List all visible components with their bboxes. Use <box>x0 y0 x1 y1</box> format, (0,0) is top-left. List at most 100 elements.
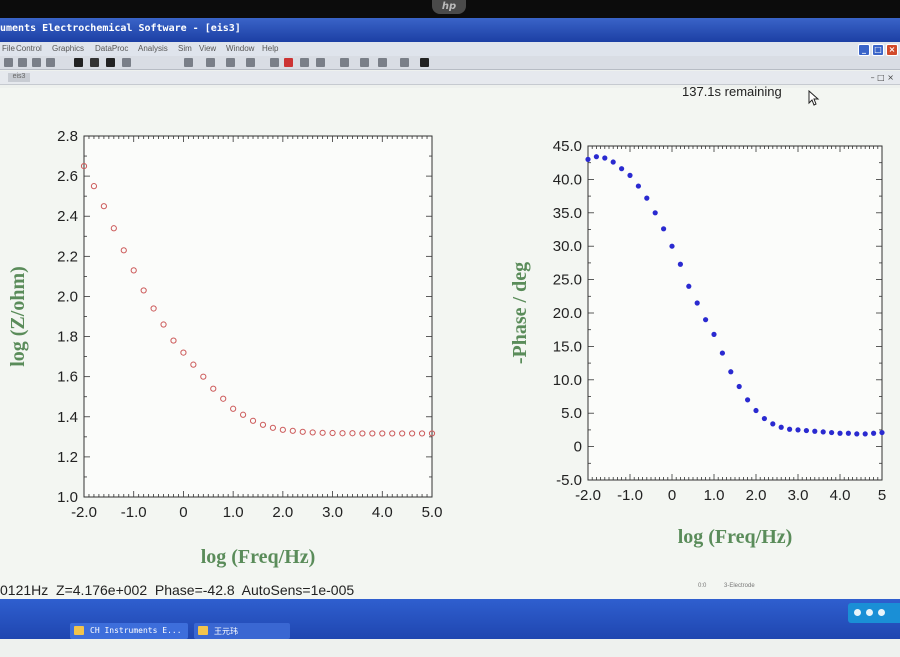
taskbar-item-chi[interactable]: CH Instruments E... <box>70 623 188 639</box>
technique-icon[interactable] <box>32 58 41 67</box>
data-point <box>745 397 751 403</box>
title-bar: uments Electrochemical Software - [eis3] <box>0 18 900 42</box>
folder-icon <box>198 626 208 635</box>
data-point <box>736 383 742 390</box>
data-point <box>728 369 734 375</box>
x-tick-label: -2.0 <box>71 504 97 521</box>
data-point <box>379 430 386 437</box>
maximize-icon[interactable]: □ <box>872 44 884 56</box>
data-point <box>829 429 835 436</box>
y-tick-label: 0 <box>574 439 582 456</box>
data-point <box>269 424 277 431</box>
close-icon[interactable]: × <box>886 44 898 56</box>
menu-help[interactable]: Help <box>262 44 279 53</box>
reverse-icon[interactable] <box>122 58 131 67</box>
integrate-icon[interactable] <box>378 58 387 67</box>
copy-icon[interactable] <box>316 58 325 67</box>
zoom-icon[interactable] <box>206 58 215 67</box>
data-point <box>593 154 600 160</box>
y-axis-label: -Phase / deg <box>509 262 531 364</box>
x-axis-label: log (Freq/Hz) <box>678 526 793 548</box>
y-axis-label: log (Z/ohm) <box>7 266 29 367</box>
security-icon[interactable] <box>878 609 885 616</box>
derivative-icon[interactable] <box>360 58 369 67</box>
font-icon[interactable] <box>300 58 309 67</box>
data-point <box>602 155 608 161</box>
x-tick-label: 2.0 <box>272 504 293 521</box>
data-point <box>753 407 759 414</box>
minimize-icon[interactable]: _ <box>858 44 870 56</box>
menu-sim[interactable]: Sim <box>178 44 192 53</box>
pause-icon[interactable] <box>90 58 99 67</box>
data-point <box>120 247 127 254</box>
menu-dataproc[interactable]: DataProc <box>95 44 129 53</box>
data-point <box>140 287 147 294</box>
y-tick-label: 20.0 <box>553 305 582 322</box>
graph-icon[interactable] <box>184 58 193 67</box>
y-tick-label: 25.0 <box>553 272 582 289</box>
taskbar-item-folder[interactable]: 王元玮 <box>194 623 290 639</box>
data-point <box>279 426 286 433</box>
data-point <box>359 430 366 437</box>
menu-graphics[interactable]: Graphics <box>52 44 85 53</box>
overlay-icon[interactable] <box>226 58 235 67</box>
data-point <box>150 305 157 312</box>
data-point <box>80 162 88 170</box>
app-icon <box>74 626 84 635</box>
marker-icon[interactable] <box>284 58 293 67</box>
status-readout: 0121Hz Z=4.176e+002 Phase=-42.8 AutoSens… <box>0 582 355 598</box>
data-point <box>795 427 801 433</box>
taskbar-item-folder-label: 王元玮 <box>214 627 238 636</box>
smooth-icon[interactable] <box>340 58 349 67</box>
report-icon[interactable] <box>400 58 409 67</box>
data-point <box>619 166 625 172</box>
parameters-icon[interactable] <box>46 58 55 67</box>
x-tick-label: -1.0 <box>617 487 643 504</box>
x-tick-label: 5 <box>878 487 886 504</box>
data-point <box>220 395 227 402</box>
data-point <box>428 430 436 437</box>
data-point <box>703 317 709 323</box>
data-point <box>409 430 416 437</box>
menu-control[interactable]: Control <box>16 44 42 53</box>
status-bar: 0121Hz Z=4.176e+002 Phase=-42.8 AutoSens… <box>0 579 900 599</box>
data-point <box>160 321 167 328</box>
data-point <box>761 415 768 422</box>
x-tick-label: 4.0 <box>830 487 851 504</box>
hp-logo: hp <box>432 0 466 14</box>
add-icon[interactable] <box>246 58 255 67</box>
taskbar-item-chi-label: CH Instruments E... <box>90 626 182 635</box>
open-icon[interactable] <box>4 58 13 67</box>
data-point <box>309 429 316 436</box>
data-point <box>787 426 793 432</box>
data-point <box>110 225 117 232</box>
data-point <box>585 156 591 162</box>
document-tab[interactable]: eis3 <box>8 73 30 82</box>
data-point <box>652 210 658 216</box>
y-tick-label: 1.0 <box>57 489 78 506</box>
x-tick-label: 1.0 <box>223 504 244 521</box>
stop-icon[interactable] <box>106 58 115 67</box>
run-icon[interactable] <box>74 58 83 67</box>
menu-analysis[interactable]: Analysis <box>138 44 168 53</box>
data-point <box>770 421 776 427</box>
color-icon[interactable] <box>270 58 279 67</box>
document-window-controls[interactable]: – □ × <box>870 73 894 82</box>
y-tick-label: 2.0 <box>57 288 78 305</box>
x-tick-label: 0 <box>179 504 187 521</box>
volume-icon[interactable] <box>866 609 873 616</box>
data-point <box>845 430 852 436</box>
x-tick-label: 4.0 <box>372 504 393 521</box>
system-tray <box>848 603 900 623</box>
y-tick-label: 2.6 <box>57 168 78 185</box>
y-tick-label: 1.6 <box>57 369 78 386</box>
data-point <box>180 349 187 356</box>
save-icon[interactable] <box>18 58 27 67</box>
network-icon[interactable] <box>854 609 861 616</box>
menu-view[interactable]: View <box>199 44 217 53</box>
menu-window[interactable]: Window <box>226 44 255 53</box>
data-point <box>820 429 826 435</box>
data-point <box>686 283 692 289</box>
menu-file[interactable]: File <box>2 44 15 53</box>
help-icon[interactable] <box>420 58 429 67</box>
